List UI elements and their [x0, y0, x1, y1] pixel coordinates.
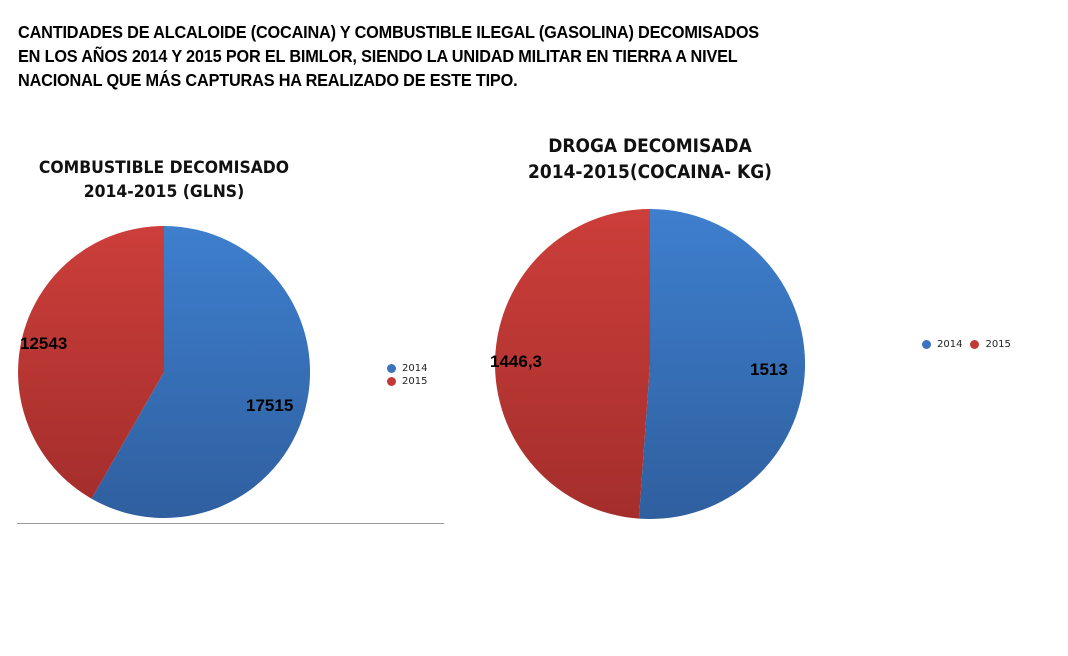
fuel-slice-2014 [91, 225, 311, 518]
drug-label-2015: 1446,3 [490, 352, 542, 371]
fuel-title-line-2: 2014-2015 (GLNS) [83, 182, 245, 202]
legend-dot-2014-icon [922, 340, 931, 349]
fuel-legend-item-2015: 2015 [387, 375, 427, 388]
fuel-chart-title: COMBUSTIBLE DECOMISADO 2014-2015 (GLNS) [30, 156, 299, 204]
legend-label-2014: 2014 [937, 339, 963, 350]
legend-dot-2014-icon [387, 364, 396, 373]
drug-legend: 2014 2015 [922, 338, 1019, 351]
drug-label-2014: 1513 [750, 360, 788, 379]
headline-line-3: NACIONAL QUE MÁS CAPTURAS HA REALIZADO D… [18, 70, 518, 90]
page-headline: CANTIDADES DE ALCALOIDE (COCAINA) Y COMB… [18, 20, 948, 92]
legend-dot-2015-icon [387, 377, 396, 386]
fuel-slice-2015 [18, 226, 164, 499]
drug-chart-title: DROGA DECOMISADA 2014-2015(COCAINA- KG) [507, 134, 792, 186]
legend-label-2015: 2015 [985, 339, 1011, 350]
drug-title-line-2: 2014-2015(COCAINA- KG) [528, 162, 772, 183]
legend-label-2015: 2015 [402, 376, 428, 387]
chart-divider-line [17, 523, 444, 524]
drug-pie [495, 209, 806, 519]
fuel-legend: 2014 2015 [387, 362, 427, 388]
fuel-legend-item-2014: 2014 [387, 362, 427, 375]
fuel-pie [18, 225, 311, 518]
headline-line-2: EN LOS AÑOS 2014 Y 2015 POR EL BIMLOR, S… [18, 46, 738, 66]
fuel-title-line-1: COMBUSTIBLE DECOMISADO [38, 158, 290, 178]
legend-label-2014: 2014 [402, 363, 428, 374]
fuel-label-2015: 12543 [20, 334, 68, 353]
drug-legend-item-2015: 2015 [970, 338, 1011, 351]
fuel-label-2014: 17515 [246, 396, 294, 415]
drug-title-line-1: DROGA DECOMISADA [548, 136, 752, 157]
headline-line-1: CANTIDADES DE ALCALOIDE (COCAINA) Y COMB… [18, 22, 759, 42]
legend-dot-2015-icon [970, 340, 980, 349]
drug-legend-item-2014: 2014 [922, 338, 962, 351]
drug-slice-2015 [495, 209, 650, 519]
drug-slice-2014 [638, 209, 806, 519]
